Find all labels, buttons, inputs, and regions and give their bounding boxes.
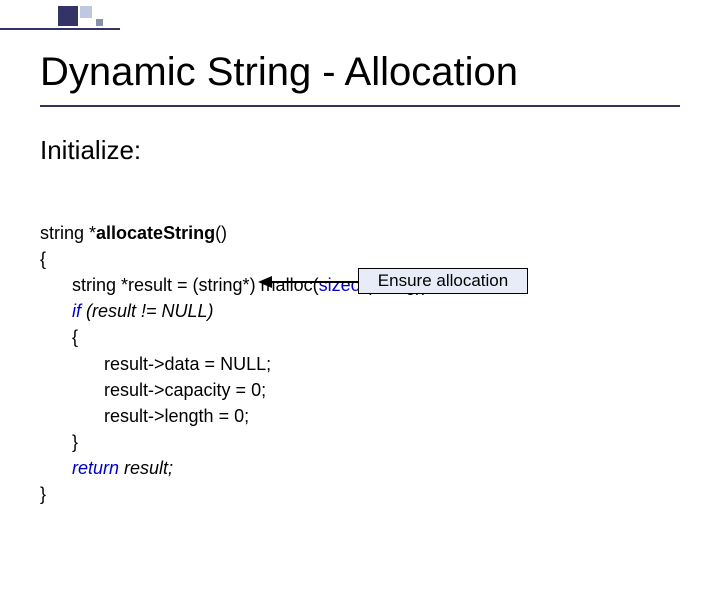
code-text: (result != NULL) xyxy=(81,301,214,321)
code-line-11: } xyxy=(40,484,46,504)
arrow-head-icon xyxy=(258,276,272,288)
code-text: string * xyxy=(40,223,96,243)
code-line-2: { xyxy=(40,249,46,269)
deco-square-small xyxy=(96,19,103,26)
slide-subtitle: Initialize: xyxy=(40,135,680,166)
code-text: () xyxy=(215,223,227,243)
code-line-1: string *allocateString() xyxy=(40,223,227,243)
code-text: string *result = (string*) malloc( xyxy=(72,275,319,295)
code-line-5: { xyxy=(40,324,78,350)
corner-decoration xyxy=(0,0,140,30)
keyword-return: return xyxy=(72,458,119,478)
deco-underline xyxy=(0,28,120,30)
deco-square-dark xyxy=(58,6,78,26)
code-text: result; xyxy=(119,458,173,478)
arrow-line xyxy=(270,281,358,283)
code-line-10: return result; xyxy=(40,455,173,481)
deco-square-light xyxy=(80,6,92,18)
code-line-7: result->capacity = 0; xyxy=(40,377,266,403)
title-divider xyxy=(40,105,680,107)
code-line-6: result->data = NULL; xyxy=(40,351,271,377)
slide-body: Dynamic String - Allocation Initialize: … xyxy=(0,0,720,605)
code-block: string *allocateString() { string *resul… xyxy=(40,194,680,585)
callout-arrow xyxy=(258,281,358,283)
keyword-if: if xyxy=(72,301,81,321)
code-line-8: result->length = 0; xyxy=(40,403,249,429)
slide-title: Dynamic String - Allocation xyxy=(40,50,680,95)
code-line-4: if (result != NULL) xyxy=(40,298,214,324)
callout-box: Ensure allocation xyxy=(358,268,528,294)
function-name: allocateString xyxy=(96,223,215,243)
code-line-9: } xyxy=(40,429,78,455)
